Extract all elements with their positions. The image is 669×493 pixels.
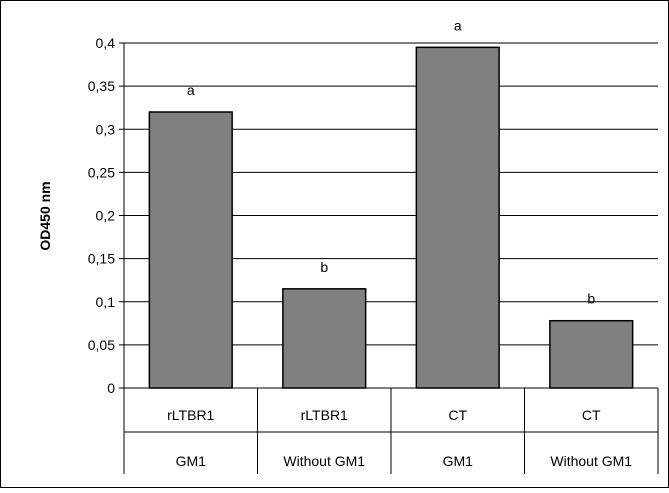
category-label-line1: CT [448, 407, 467, 423]
y-tick-label: 0,35 [88, 78, 115, 94]
significance-label: b [320, 259, 328, 275]
y-tick-label: 0,15 [88, 251, 115, 267]
category-label-line1: rLTBR1 [167, 407, 214, 423]
significance-label: a [187, 82, 195, 98]
bars [148, 46, 634, 389]
bar [282, 288, 367, 389]
bar [549, 319, 634, 389]
category-labels: rLTBR1 GM1 rLTBR1 Without GM1 CT GM1 CT Without… [167, 407, 632, 469]
category-label-line2: GM1 [176, 453, 207, 469]
y-axis-title: OD450 nm [37, 181, 53, 250]
y-tick-label: 0,3 [96, 121, 116, 137]
y-tick-label: 0 [107, 380, 115, 396]
significance-label: b [587, 291, 595, 307]
y-tick-label: 0,2 [96, 208, 116, 224]
category-label-line2: Without GM1 [550, 453, 632, 469]
y-tick-label: 0,25 [88, 164, 115, 180]
y-tick-label: 0,1 [96, 294, 116, 310]
bar [148, 111, 233, 389]
category-label-line1: CT [582, 407, 601, 423]
significance-label: a [454, 17, 462, 33]
category-label-line1: rLTBR1 [301, 407, 348, 423]
y-tick-label: 0,05 [88, 337, 115, 353]
bar [415, 46, 500, 389]
axes [119, 42, 659, 474]
significance-labels: a b a b [187, 17, 596, 306]
category-label-line2: Without GM1 [283, 453, 365, 469]
y-tick-label: 0,4 [96, 35, 116, 51]
category-label-line2: GM1 [443, 453, 474, 469]
y-tick-labels: 0 0,05 0,1 0,15 0,2 0,25 0,3 0,35 0,4 [88, 35, 115, 396]
